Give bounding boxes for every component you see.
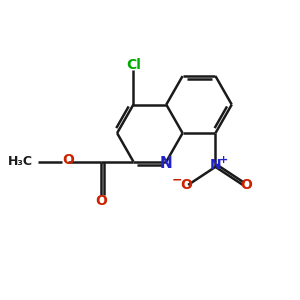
Text: +: +	[219, 155, 228, 166]
Text: H₃C: H₃C	[8, 155, 32, 168]
Text: −: −	[172, 173, 182, 186]
Text: O: O	[240, 178, 252, 192]
Text: N: N	[160, 156, 173, 171]
Text: N: N	[210, 158, 221, 172]
Text: O: O	[180, 178, 192, 192]
Text: O: O	[62, 153, 74, 167]
Text: O: O	[95, 194, 107, 208]
Text: Cl: Cl	[126, 58, 141, 72]
